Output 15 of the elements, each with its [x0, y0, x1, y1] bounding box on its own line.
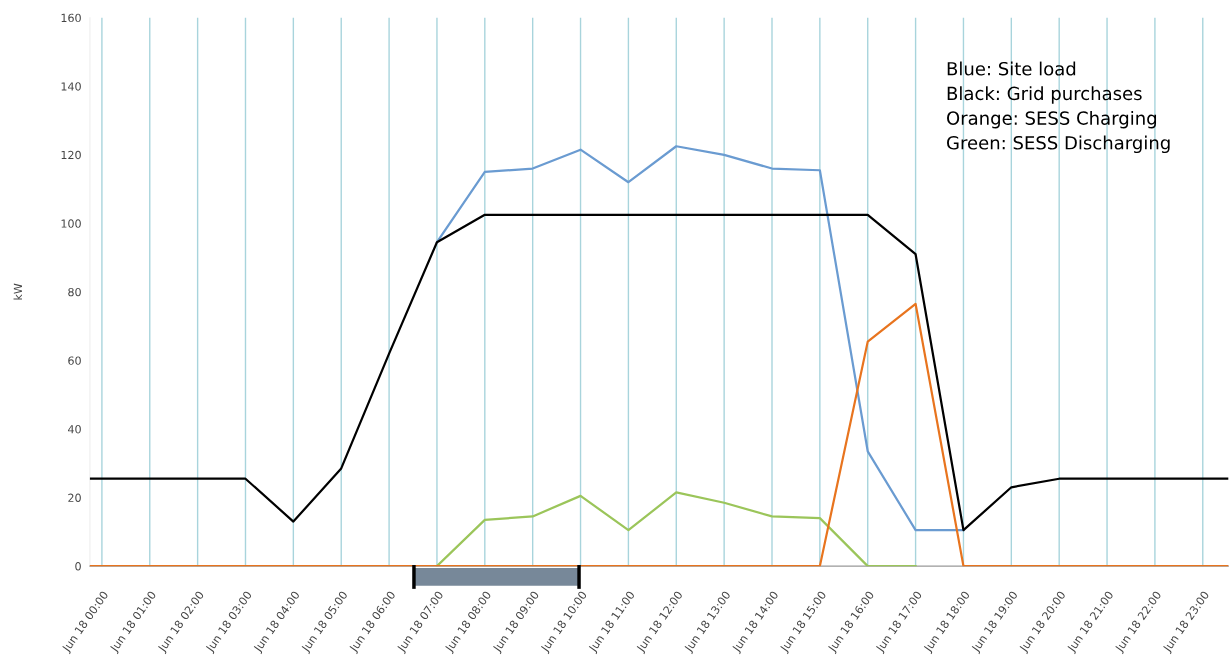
- y-tick-label: 40: [68, 425, 81, 434]
- y-tick-label: 100: [61, 219, 81, 228]
- y-tick-label: 120: [61, 150, 81, 160]
- annotation: Blue: Site load: [947, 61, 1076, 76]
- annotation: Green: SESS Discharging: [947, 135, 1170, 154]
- y-tick-label: 160: [61, 13, 81, 23]
- y-tick-label: 20: [68, 493, 81, 502]
- annotation: Orange: SESS Charging: [947, 110, 1157, 129]
- y-tick-label: 140: [61, 82, 81, 91]
- y-tick-label: 80: [68, 287, 81, 297]
- y-tick-label: 0: [75, 562, 81, 571]
- annotation: Black: Grid purchases: [947, 86, 1142, 104]
- line-series: [435, 491, 917, 567]
- y-axis-title: kW: [13, 283, 22, 300]
- y-tick-label: 60: [68, 356, 81, 365]
